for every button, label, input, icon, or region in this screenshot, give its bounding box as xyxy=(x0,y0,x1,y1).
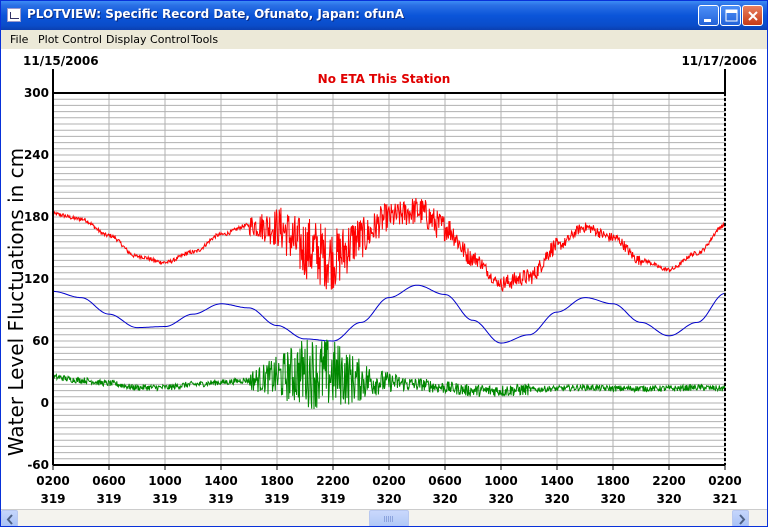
grip-icon xyxy=(384,516,394,522)
x-tick-day-label: 320 xyxy=(488,492,513,506)
y-tick-label: 300 xyxy=(24,86,49,100)
menu-bar: File Plot Control Display Control Tools xyxy=(1,30,767,49)
x-tick-time-label: 1800 xyxy=(596,474,629,488)
scroll-left-button[interactable] xyxy=(1,510,18,526)
x-tick-day-label: 319 xyxy=(320,492,345,506)
minimize-button[interactable] xyxy=(698,5,719,26)
x-tick-time-label: 0600 xyxy=(428,474,461,488)
eta-status-label: No ETA This Station xyxy=(318,72,451,86)
x-tick-day-label: 319 xyxy=(40,492,65,506)
horizontal-scrollbar[interactable] xyxy=(1,509,767,526)
x-tick-time-label: 0600 xyxy=(92,474,125,488)
maximize-icon xyxy=(725,9,738,22)
x-tick-day-label: 319 xyxy=(96,492,121,506)
menu-display-control[interactable]: Display Control xyxy=(106,33,190,46)
maximize-button[interactable] xyxy=(720,5,741,26)
x-tick-day-label: 319 xyxy=(208,492,233,506)
arrow-left-icon xyxy=(6,514,13,525)
x-tick-day-label: 320 xyxy=(432,492,457,506)
y-tick-labels: 300 240 180 120 60 0 -60 xyxy=(24,86,49,472)
series-group xyxy=(52,197,726,410)
x-tick-time-label: 0200 xyxy=(372,474,405,488)
x-tick-time-label: 2200 xyxy=(652,474,685,488)
scroll-thumb[interactable] xyxy=(369,510,409,526)
series-line-1 xyxy=(53,284,726,344)
y-axis-label: Water Level Fluctuations in cm xyxy=(4,148,28,456)
minimize-icon xyxy=(704,19,711,22)
x-tick-time-label: 1400 xyxy=(540,474,573,488)
y-tick-label: 240 xyxy=(24,148,49,162)
end-date-label: 11/17/2006 xyxy=(681,54,757,68)
size-grip[interactable] xyxy=(751,510,767,526)
x-tick-day-label: 320 xyxy=(600,492,625,506)
y-tick-label: -60 xyxy=(27,458,49,472)
x-tick-time-label: 1800 xyxy=(260,474,293,488)
x-tick-day-label: 320 xyxy=(656,492,681,506)
menu-file[interactable]: File xyxy=(10,33,29,46)
title-bar[interactable]: PLOTVIEW: Specific Record Date, Ofunato,… xyxy=(1,1,767,30)
menu-tools[interactable]: Tools xyxy=(191,33,219,46)
close-icon xyxy=(748,11,758,21)
grid xyxy=(52,92,726,466)
y-tick-label: 0 xyxy=(41,396,49,410)
window-title: PLOTVIEW: Specific Record Date, Ofunato,… xyxy=(27,7,404,21)
x-tick-time-label: 0200 xyxy=(708,474,741,488)
water-level-chart[interactable]: 11/15/2006 11/17/2006 No ETA This Statio… xyxy=(1,49,767,509)
x-tick-day-label: 319 xyxy=(152,492,177,506)
x-tick-day-label: 319 xyxy=(264,492,289,506)
x-tick-time-label: 1000 xyxy=(148,474,181,488)
series-line-0 xyxy=(52,197,726,293)
series-line-2 xyxy=(52,339,726,410)
app-icon[interactable] xyxy=(7,8,21,22)
x-tick-time-label: 1000 xyxy=(484,474,517,488)
x-tick-time-label: 0200 xyxy=(36,474,69,488)
y-tick-label: 120 xyxy=(24,272,49,286)
scroll-right-button[interactable] xyxy=(732,510,749,526)
start-date-label: 11/15/2006 xyxy=(23,54,99,68)
menu-plot-control[interactable]: Plot Control xyxy=(38,33,102,46)
plot-area: 11/15/2006 11/17/2006 No ETA This Statio… xyxy=(1,49,767,509)
arrow-right-icon xyxy=(739,514,746,525)
x-tick-time-label: 1400 xyxy=(204,474,237,488)
y-tick-label: 180 xyxy=(24,210,49,224)
x-tick-day-label: 320 xyxy=(544,492,569,506)
y-tick-label: 60 xyxy=(32,334,49,348)
x-tick-time-label: 2200 xyxy=(316,474,349,488)
close-button[interactable] xyxy=(742,5,763,26)
x-tick-day-label: 320 xyxy=(376,492,401,506)
x-tick-day-label: 321 xyxy=(712,492,737,506)
x-tick-labels: 0200 319 0600 319 1000 319 1400 319 1800 319 2200 3… xyxy=(36,465,742,506)
